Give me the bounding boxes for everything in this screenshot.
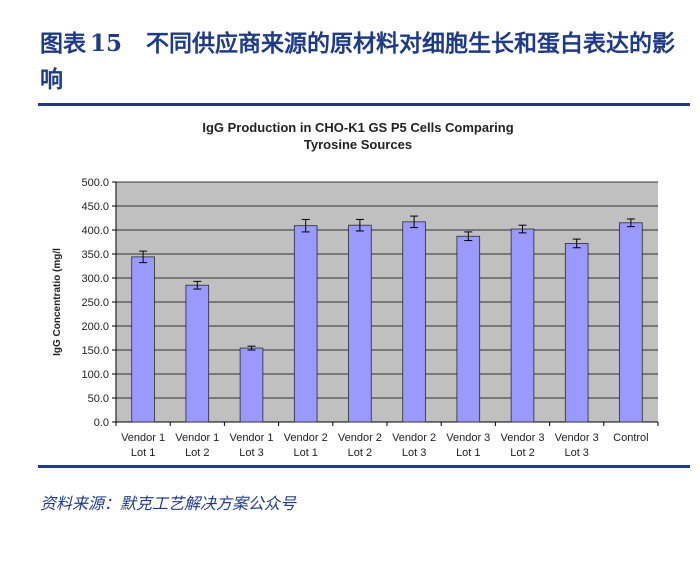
- figure-title-text: 不同供应商来源的原材料对细胞生长和蛋白表达的影响: [40, 30, 676, 93]
- y-tick-label: 300.0: [81, 273, 109, 285]
- x-tick-label: Vendor 1: [121, 432, 165, 444]
- x-tick-label: Lot 1: [131, 447, 155, 459]
- bar: [348, 224, 372, 423]
- x-tick-label: Lot 1: [456, 447, 480, 459]
- x-tick-label: Lot 3: [564, 447, 588, 459]
- y-tick-label: 450.0: [81, 201, 109, 213]
- bar: [510, 228, 535, 423]
- bar: [619, 222, 643, 423]
- x-tick-label: Vendor 2: [284, 432, 328, 444]
- figure-number: 15: [90, 30, 123, 57]
- bar: [564, 243, 589, 423]
- bar: [239, 347, 264, 423]
- x-tick-label: Lot 2: [348, 447, 372, 459]
- x-tick-label: Vendor 1: [175, 432, 219, 444]
- top-rule: [38, 103, 690, 106]
- y-tick-label: 250.0: [81, 297, 109, 309]
- x-tick-label: Vendor 1: [229, 432, 273, 444]
- figure-label: 图表: [40, 30, 86, 57]
- y-tick-label: 150.0: [81, 345, 109, 357]
- x-tick-label: Lot 3: [402, 447, 426, 459]
- y-tick-label: 500.0: [81, 177, 109, 189]
- bar: [185, 284, 210, 423]
- y-tick-label: 350.0: [81, 249, 109, 261]
- chart-title-line: Tyrosine Sources: [304, 137, 412, 152]
- bar-chart: IgG Production in CHO-K1 GS P5 Cells Com…: [52, 120, 659, 459]
- x-tick-label: Lot 3: [239, 447, 263, 459]
- x-tick-label: Vendor 3: [555, 432, 599, 444]
- bar: [402, 221, 426, 423]
- bar: [456, 235, 481, 423]
- y-tick-label: 0.0: [94, 417, 109, 429]
- y-tick-label: 200.0: [81, 321, 109, 333]
- x-tick-label: Vendor 2: [338, 432, 382, 444]
- x-tick-label: Lot 2: [185, 447, 209, 459]
- y-tick-label: 400.0: [81, 225, 109, 237]
- y-tick-label: 50.0: [88, 393, 109, 405]
- x-tick-label: Vendor 3: [500, 432, 544, 444]
- x-tick-label: Vendor 3: [446, 432, 490, 444]
- figure-title: 图表 15 不同供应商来源的原材料对细胞生长和蛋白表达的影响: [40, 26, 680, 98]
- y-axis-label: IgG Concentratio (mg/l: [52, 248, 63, 356]
- bar: [131, 256, 155, 423]
- chart-title-line: IgG Production in CHO-K1 GS P5 Cells Com…: [202, 120, 513, 135]
- x-tick-label: Lot 2: [510, 447, 534, 459]
- source-note: 资料来源：默克工艺解决方案公众号: [40, 494, 297, 513]
- bottom-rule: [38, 465, 690, 468]
- y-tick-label: 100.0: [81, 369, 109, 381]
- bar: [293, 225, 318, 423]
- x-tick-label: Control: [613, 432, 648, 444]
- x-tick-label: Vendor 2: [392, 432, 436, 444]
- x-tick-label: Lot 1: [293, 447, 317, 459]
